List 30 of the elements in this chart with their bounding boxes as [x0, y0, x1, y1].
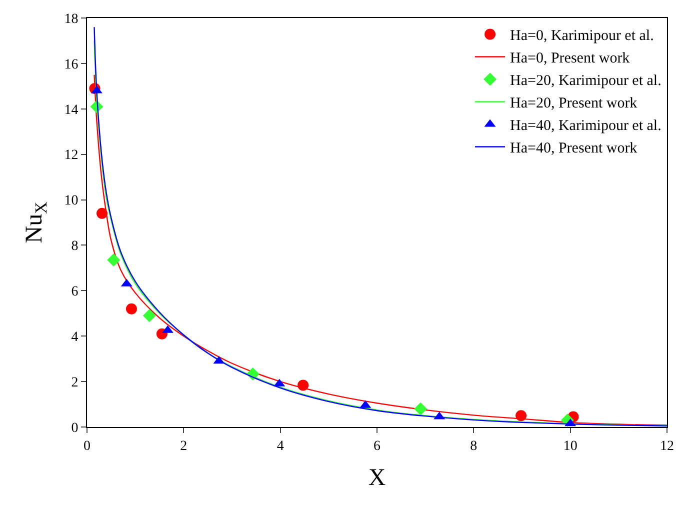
y-tick-label: 6 [71, 284, 78, 300]
legend-label: Ha=0, Present work [510, 50, 630, 67]
x-tick-label: 6 [374, 438, 380, 454]
point [414, 402, 427, 416]
legend-label: Ha=20, Present work [510, 96, 638, 112]
y-tick-label: 16 [64, 57, 78, 72]
x-tick-label: 8 [470, 438, 478, 454]
x-axis-title: X [368, 465, 386, 492]
y-tick-label: 0 [71, 420, 78, 436]
x-tick-label: 12 [660, 438, 674, 454]
point [516, 410, 527, 422]
legend-label: Ha=0, Karimipour et al. [510, 28, 654, 44]
x-tick-label: 0 [84, 438, 90, 454]
x-tick-label: 10 [563, 438, 578, 454]
point [107, 253, 120, 266]
legend-label: Ha=20, Karimipour et al. [510, 73, 662, 90]
y-tick-label: 10 [64, 194, 78, 209]
point [142, 309, 156, 322]
legend-label: Ha=40, Karimipour et al. [510, 118, 662, 134]
x-tick-label: 2 [180, 438, 188, 454]
legend-label: Ha=40, Present work [510, 140, 638, 157]
y-tick-label: 14 [64, 102, 78, 118]
y-tick-label: 2 [71, 375, 78, 390]
point [126, 303, 137, 314]
y-tick-label: 12 [64, 148, 78, 164]
x-tick-label: 4 [276, 438, 284, 454]
y-tick-label: 8 [71, 239, 78, 254]
y-tick-label: 4 [71, 330, 78, 346]
point [96, 208, 108, 219]
y-tick-label: 18 [64, 12, 78, 27]
